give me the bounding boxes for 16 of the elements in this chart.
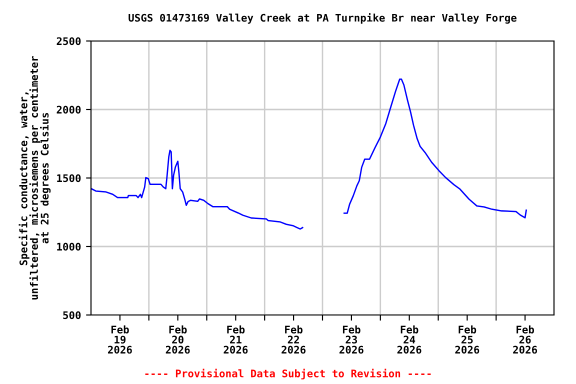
x-tick-label: Feb 19 2026: [108, 325, 132, 354]
x-tick-label: Feb 20 2026: [166, 325, 190, 354]
x-tick-label: Feb 25 2026: [455, 325, 480, 354]
y-tick-label: 1000: [57, 242, 81, 251]
y-tick-label: 500: [63, 311, 81, 320]
x-tick-label: Feb 23 2026: [339, 325, 364, 354]
y-tick-label: 2500: [56, 37, 81, 46]
y-tick-label: 2000: [56, 106, 81, 114]
x-tick-label: Feb 21 2026: [224, 325, 248, 354]
x-tick-label: Feb 22 2026: [282, 325, 306, 354]
x-tick-label: Feb 26 2026: [513, 325, 538, 354]
x-tick-label: Feb 24 2026: [397, 325, 422, 354]
text: ---- Provisional Data Subject to Revision ----: [145, 368, 431, 380]
y-axis-title: Specific conductance, water, unfiltered, microsiemens per centimeter at 25 degrees Celsius: [18, 56, 51, 300]
y-tick-label: 1500: [57, 174, 81, 182]
chart-title: USGS 01473169 Valley Creek at PA Turnpike Br near Valley Forge: [128, 13, 516, 24]
